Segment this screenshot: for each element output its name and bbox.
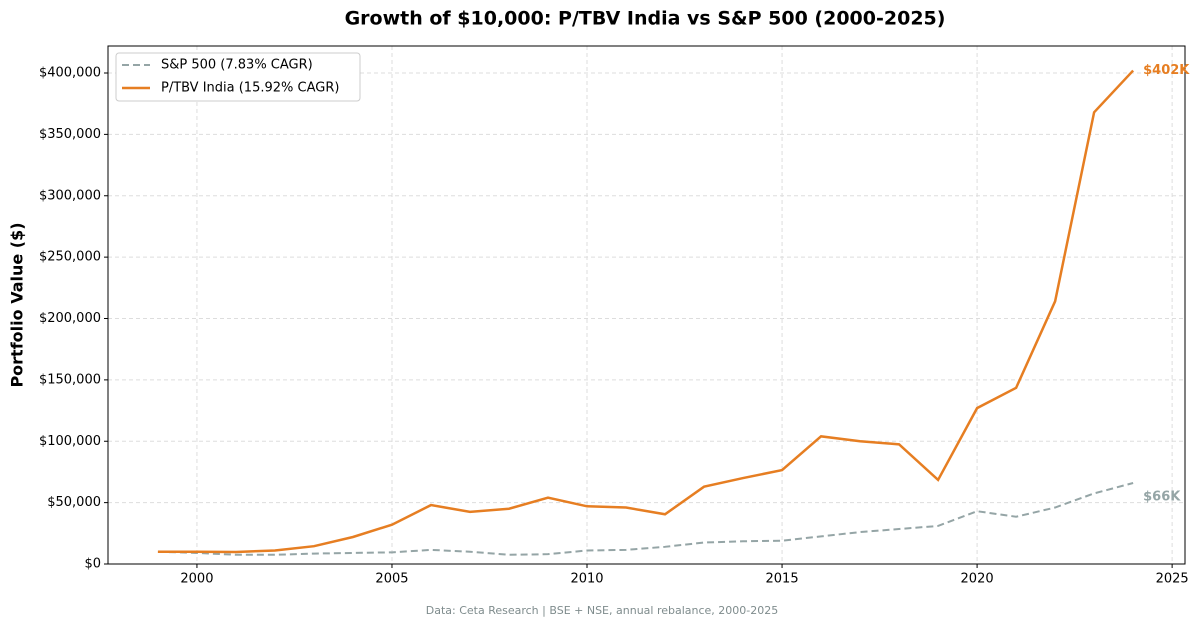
chart-title: Growth of $10,000: P/TBV India vs S&P 50… [345,8,946,30]
legend-label: S&P 500 (7.83% CAGR) [161,58,313,73]
footnote: Data: Ceta Research | BSE + NSE, annual … [426,604,779,617]
plot-frame [107,45,1186,565]
y-tick-label: $300,000 [39,188,101,203]
series-line [157,482,1134,556]
y-axis-label: Portfolio Value ($) [8,222,27,387]
y-tick-label: $50,000 [47,495,101,510]
end-label: $66K [1143,489,1181,504]
x-tick-label: 2025 [1156,572,1189,587]
y-tick-label: $400,000 [39,66,101,81]
y-tick-label: $200,000 [39,311,101,326]
y-tick-label: $150,000 [39,372,101,387]
legend-label: P/TBV India (15.92% CAGR) [161,81,339,96]
x-tick-label: 2015 [766,572,799,587]
y-tick-label: $100,000 [39,434,101,449]
x-tick-label: 2000 [180,572,213,587]
end-label: $402K [1143,63,1190,78]
series-line [157,69,1135,554]
y-tick-label: $350,000 [39,127,101,142]
x-tick-label: 2020 [961,572,994,587]
y-tick-label: $0 [84,557,101,572]
y-tick-label: $250,000 [39,250,101,265]
legend-box [115,52,361,102]
x-tick-label: 2005 [375,572,408,587]
x-tick-label: 2010 [570,572,603,587]
